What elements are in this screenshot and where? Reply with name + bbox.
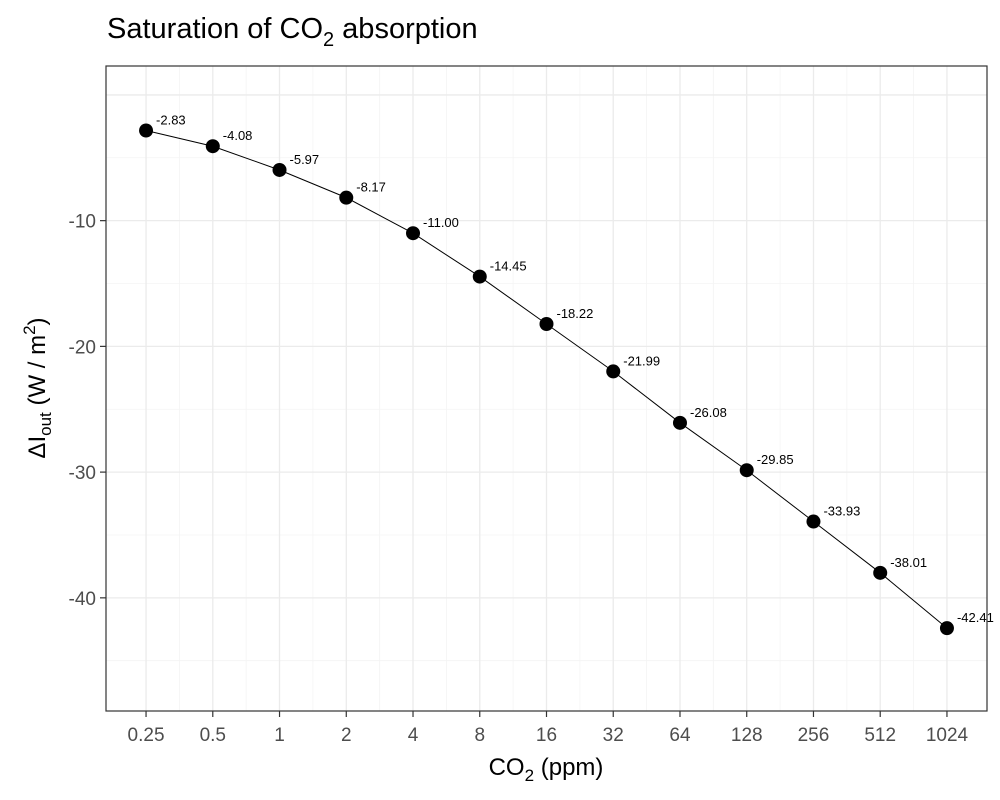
data-label: -33.93 bbox=[823, 504, 860, 519]
data-label: -5.97 bbox=[290, 152, 320, 167]
x-tick-label: 8 bbox=[474, 725, 485, 746]
y-tick-label: -40 bbox=[69, 589, 96, 610]
data-label: -18.22 bbox=[557, 306, 594, 321]
x-tick-label: 2 bbox=[341, 725, 352, 746]
y-tick-label: -20 bbox=[69, 337, 96, 358]
chart-title: Saturation of CO2 absorption bbox=[107, 13, 478, 51]
data-point bbox=[272, 162, 287, 177]
data-point bbox=[205, 139, 220, 154]
y-axis-title: ΔIout (W / m2) bbox=[20, 317, 55, 458]
data-point bbox=[672, 415, 687, 430]
data-point bbox=[806, 514, 821, 529]
data-point bbox=[873, 565, 888, 580]
x-tick-label: 0.5 bbox=[200, 725, 226, 746]
y-tick-label: -10 bbox=[69, 212, 96, 233]
y-tick-label: -30 bbox=[69, 463, 96, 484]
data-label: -14.45 bbox=[490, 259, 527, 274]
data-label: -26.08 bbox=[690, 405, 727, 420]
x-tick-label: 1 bbox=[274, 725, 285, 746]
points-layer bbox=[139, 123, 954, 636]
data-label: -2.83 bbox=[156, 113, 186, 128]
data-labels-layer: -2.83 -4.08 -5.97 -8.17 -11.00 -14.45 -18.22 -2… bbox=[156, 113, 994, 626]
data-point bbox=[606, 364, 621, 379]
data-point bbox=[406, 226, 421, 241]
data-label: -8.17 bbox=[356, 180, 386, 195]
x-tick-label: 16 bbox=[536, 725, 557, 746]
y-axis: -10 -20 -30 -40 bbox=[69, 212, 106, 610]
data-point bbox=[739, 463, 754, 478]
major-gridlines bbox=[106, 66, 987, 711]
x-tick-label: 1024 bbox=[926, 725, 969, 746]
x-tick-label: 4 bbox=[408, 725, 419, 746]
data-label: -38.01 bbox=[890, 555, 927, 570]
data-point bbox=[539, 317, 554, 331]
data-point bbox=[472, 269, 487, 284]
x-tick-label: 512 bbox=[864, 725, 896, 746]
x-tick-label: 64 bbox=[669, 725, 691, 746]
data-label: -42.41 bbox=[957, 610, 994, 625]
x-tick-label: 256 bbox=[798, 725, 830, 746]
data-point bbox=[939, 621, 954, 636]
data-point bbox=[339, 190, 354, 205]
data-label: -4.08 bbox=[223, 128, 253, 143]
data-label: -11.00 bbox=[423, 215, 459, 230]
data-point bbox=[139, 123, 154, 138]
x-tick-label: 128 bbox=[731, 725, 763, 746]
x-tick-label: 32 bbox=[603, 725, 624, 746]
x-axis: 0.25 0.5 1 2 4 8 16 32 64 128 256 512 1024 bbox=[128, 711, 969, 746]
x-axis-title: CO2 (ppm) bbox=[489, 754, 604, 785]
data-label: -21.99 bbox=[623, 353, 660, 368]
data-label: -29.85 bbox=[757, 452, 794, 467]
x-tick-label: 0.25 bbox=[128, 725, 165, 746]
